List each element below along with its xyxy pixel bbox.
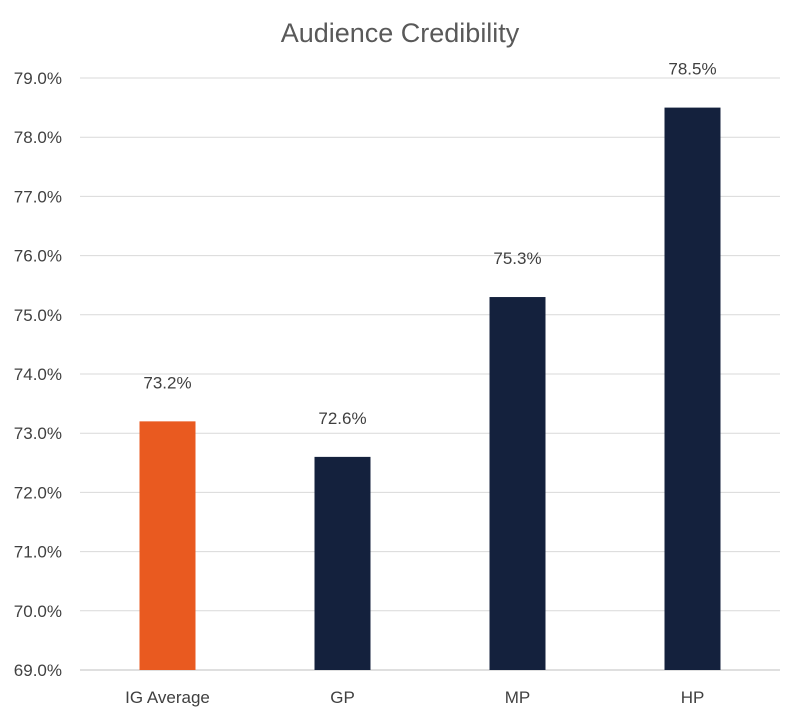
- y-tick-label: 76.0%: [14, 247, 62, 266]
- bar-hp: [664, 107, 721, 671]
- chart-title: Audience Credibility: [281, 18, 520, 48]
- y-tick-label: 74.0%: [14, 365, 62, 384]
- y-tick-label: 79.0%: [14, 69, 62, 88]
- data-label: 78.5%: [668, 60, 716, 79]
- x-tick-label: HP: [681, 688, 705, 707]
- x-tick-label: GP: [330, 688, 355, 707]
- y-tick-label: 78.0%: [14, 128, 62, 147]
- y-axis-ticks: 69.0% 70.0% 71.0% 72.0% 73.0% 74.0% 75.0% 76.0%…: [14, 69, 62, 680]
- y-tick-label: 72.0%: [14, 483, 62, 502]
- bar-mp: [489, 297, 546, 670]
- bar-gp: [314, 456, 371, 670]
- y-tick-label: 70.0%: [14, 602, 62, 621]
- bar-ig-average: [139, 421, 196, 670]
- data-label: 75.3%: [493, 249, 541, 268]
- y-tick-label: 77.0%: [14, 187, 62, 206]
- x-axis-ticks: IG Average GP MP HP: [125, 688, 704, 707]
- y-tick-label: 69.0%: [14, 661, 62, 680]
- data-label: 73.2%: [143, 373, 191, 392]
- y-tick-label: 75.0%: [14, 306, 62, 325]
- y-tick-label: 71.0%: [14, 543, 62, 562]
- x-tick-label: IG Average: [125, 688, 210, 707]
- y-tick-label: 73.0%: [14, 424, 62, 443]
- data-label: 72.6%: [318, 409, 366, 428]
- data-labels: 73.2% 72.6% 75.3% 78.5%: [143, 60, 716, 428]
- gridlines: [80, 77, 780, 671]
- bars: [139, 107, 721, 671]
- x-tick-label: MP: [505, 688, 531, 707]
